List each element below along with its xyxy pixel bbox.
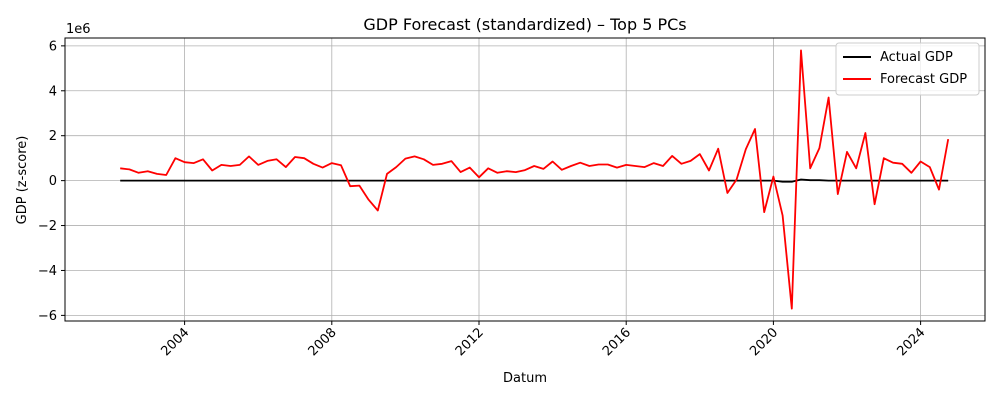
series-line-actual [120,178,949,183]
y-tick-label: 2 [49,129,57,144]
chart-title: GDP Forecast (standardized) – Top 5 PCs [363,15,686,34]
series-line-forecast [120,49,950,310]
x-tick-label: 2024 [894,325,928,359]
plot-frame [64,37,986,322]
x-tick-label: 2012 [453,325,487,359]
y-tick-label: −4 [38,264,57,279]
legend: Actual GDP Forecast GDP [835,42,980,96]
legend-label-actual: Actual GDP [880,50,953,65]
legend-label-forecast: Forecast GDP [880,72,967,87]
y-offset-label: 1e6 [66,22,91,37]
y-tick-label: 6 [49,39,57,54]
x-tick-label: 2008 [306,325,340,359]
y-tick-label: 0 [49,174,57,189]
y-tick-label: −2 [38,219,57,234]
series-lines [120,49,950,310]
x-axis: 2004 2008 2012 2016 2020 2024 [158,321,928,359]
x-tick-label: 2016 [600,325,634,359]
y-tick-label: 4 [49,84,57,99]
y-tick-label: −6 [38,309,57,324]
x-tick-label: 2020 [747,325,781,359]
y-axis: −6 −4 −2 0 2 4 6 [38,39,65,324]
y-axis-label: GDP (z-score) [15,136,30,225]
x-axis-label: Datum [503,371,547,386]
legend-box [835,42,980,96]
x-tick-label: 2004 [158,325,192,359]
